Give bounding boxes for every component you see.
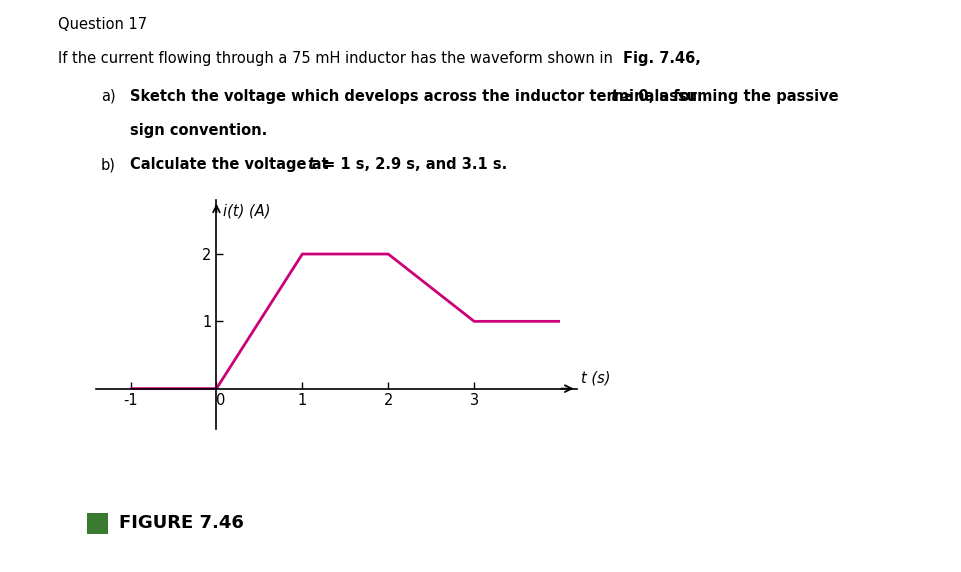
Text: t: t (308, 157, 314, 172)
Text: a): a) (101, 89, 115, 104)
Text: t: t (609, 89, 616, 104)
Text: If the current flowing through a 75 mH inductor has the waveform shown in: If the current flowing through a 75 mH i… (58, 51, 617, 66)
Text: Sketch the voltage which develops across the inductor terminals for: Sketch the voltage which develops across… (130, 89, 702, 104)
Text: Calculate the voltage at: Calculate the voltage at (130, 157, 333, 172)
Text: FIGURE 7.46: FIGURE 7.46 (119, 514, 244, 533)
Text: i(t) (A): i(t) (A) (223, 204, 271, 219)
Text: Fig. 7.46,: Fig. 7.46, (623, 51, 701, 66)
Text: ≥ 0, assuming the passive: ≥ 0, assuming the passive (621, 89, 838, 104)
Text: t (s): t (s) (580, 370, 610, 386)
Text: sign convention.: sign convention. (130, 123, 267, 138)
Text: = 1 s, 2.9 s, and 3.1 s.: = 1 s, 2.9 s, and 3.1 s. (318, 157, 507, 172)
Text: b): b) (101, 157, 115, 172)
Text: Question 17: Question 17 (58, 17, 147, 32)
